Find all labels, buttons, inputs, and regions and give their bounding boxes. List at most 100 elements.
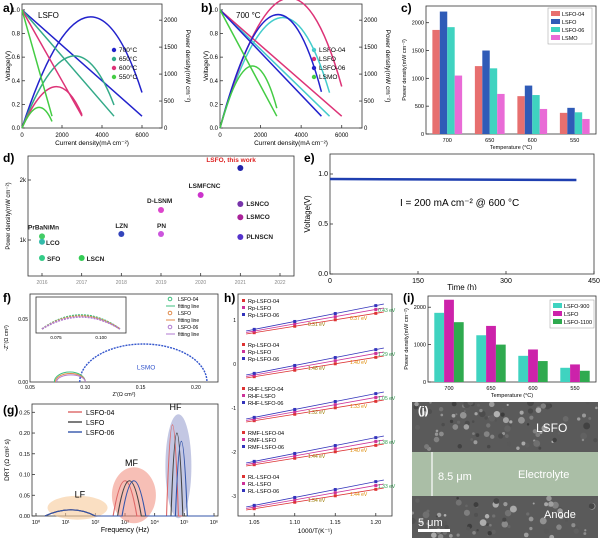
legend-entry-2: LSFO bbox=[178, 311, 191, 317]
legend-entry-1: 650°C bbox=[119, 55, 137, 63]
g4-pt-1-2 bbox=[333, 491, 337, 495]
sem-grain bbox=[435, 429, 439, 433]
g0-pt-0-3 bbox=[374, 311, 378, 315]
g2-label-2: RHF-LSFO-06 bbox=[248, 401, 283, 407]
panel-label: d) bbox=[3, 151, 14, 165]
g2-pt-0-2 bbox=[333, 406, 337, 410]
chart-c: c) 0 500 1000 1500 2000 700 650 600 550 Temperatur… bbox=[401, 1, 597, 151]
legend-swatch-0 bbox=[551, 11, 560, 16]
sem-grain bbox=[502, 417, 509, 424]
panel-label: (j) bbox=[418, 405, 429, 417]
sem-grain bbox=[419, 532, 426, 539]
legend-entry-1: LSFO bbox=[562, 20, 577, 26]
y-tick-label: 1.0 bbox=[210, 8, 219, 14]
x-tick-label: 0 bbox=[218, 133, 222, 139]
y-tick-label: 1.0 bbox=[318, 171, 328, 178]
sem-grain bbox=[507, 525, 511, 529]
g1-pt-2-3 bbox=[374, 348, 378, 352]
y-tick-label: 2k bbox=[20, 178, 27, 184]
legend-entry-1: fitting line bbox=[178, 304, 199, 310]
bar-3-3 bbox=[582, 118, 590, 134]
g1-pt-0-1 bbox=[293, 368, 297, 372]
y-tick-label: 1000 bbox=[414, 343, 426, 349]
sem-grain bbox=[527, 408, 534, 414]
g3-pt-0-2 bbox=[333, 450, 337, 454]
sem-grain bbox=[588, 416, 592, 420]
bar-1-1 bbox=[482, 50, 490, 134]
x-tick-label: 0.20 bbox=[191, 385, 201, 391]
drt-curve-2 bbox=[44, 441, 214, 517]
y-axis-label: DRT (Ω cm² s) bbox=[4, 439, 11, 481]
sem-grain bbox=[486, 444, 491, 449]
x-tick-label: 550 bbox=[570, 138, 579, 144]
x-tick-label: 1.20 bbox=[370, 520, 381, 526]
bar-1-0 bbox=[474, 66, 483, 134]
sem-grain bbox=[503, 501, 508, 507]
g1-pt-0-2 bbox=[333, 362, 337, 366]
point-label-11: LSCN bbox=[87, 256, 105, 263]
legend-marker-2 bbox=[311, 65, 317, 71]
region-label-lf: LF bbox=[75, 489, 86, 499]
g3-ea-1: 1.40 eV bbox=[350, 448, 368, 454]
x-tick-label: 2016 bbox=[36, 280, 47, 286]
y-tick-label: 0.8 bbox=[210, 32, 219, 38]
inset-frame bbox=[35, 296, 127, 334]
sem-grain bbox=[506, 441, 512, 447]
x-tick-label: 10³ bbox=[121, 520, 129, 526]
sem-grain bbox=[562, 415, 569, 422]
sem-grain bbox=[456, 496, 459, 500]
bar-2-1 bbox=[524, 85, 533, 134]
sem-grain bbox=[474, 412, 478, 416]
panel-label: c) bbox=[401, 1, 412, 15]
sem-grain bbox=[571, 523, 576, 528]
plot-frame bbox=[21, 3, 163, 129]
power-curve-1 bbox=[21, 55, 115, 129]
data-point-7 bbox=[118, 231, 125, 237]
point-label-0: LSFO, this work bbox=[206, 157, 256, 164]
sem-grain bbox=[532, 429, 538, 434]
g3-fit-2 bbox=[246, 435, 384, 464]
y-tick-label: 1000 bbox=[412, 76, 424, 82]
chart-d: d) 1k 2k 2016 2017 2018 2019 2020 2021 2022 Power … bbox=[3, 151, 295, 286]
plot-frame bbox=[329, 153, 595, 275]
data-point-4 bbox=[237, 234, 244, 240]
bar-0-1 bbox=[444, 299, 454, 382]
legend-entry-5: fitting line bbox=[178, 332, 199, 338]
panel-label: h) bbox=[224, 291, 235, 305]
x-tick-label: 650 bbox=[485, 138, 494, 144]
power-curve-2 bbox=[219, 13, 323, 129]
x-axis-label: Time (h) bbox=[447, 283, 477, 290]
chart-h: h)1.05 1.10 1.15 1.201000/T(K⁻¹)Rp-LSFO-04R… bbox=[224, 291, 396, 535]
g1-marker-0 bbox=[242, 343, 245, 346]
sem-grain bbox=[479, 432, 483, 436]
point-label-9: LCO bbox=[46, 240, 60, 247]
data-point-8 bbox=[39, 233, 45, 240]
x-tick-label: 1.05 bbox=[249, 520, 260, 526]
x-tick-label: 2022 bbox=[274, 280, 285, 286]
sem-grain bbox=[539, 517, 547, 525]
g1-pt-1-2 bbox=[333, 359, 337, 363]
g2-ea-2: 1.05 eV bbox=[378, 396, 396, 402]
sem-grain bbox=[438, 406, 444, 412]
g3-pt-0-1 bbox=[293, 456, 297, 460]
plot-frame bbox=[237, 293, 393, 517]
g3-pt-0-0 bbox=[252, 463, 256, 467]
legend-entry-0: 700°C bbox=[119, 46, 137, 54]
x-tick-label: 10⁴ bbox=[150, 519, 159, 526]
sem-grain bbox=[535, 432, 541, 438]
inset-x-label: 0.100 bbox=[95, 335, 107, 340]
sem-grain bbox=[489, 523, 492, 527]
voltage-line-1 bbox=[219, 9, 343, 117]
point-label-3: LSMCO bbox=[246, 214, 269, 221]
sem-grain bbox=[518, 416, 525, 424]
x-tick-label: 2021 bbox=[235, 280, 246, 286]
y-axis-label: Voltage(V) bbox=[203, 51, 210, 81]
g0-marker-1 bbox=[242, 306, 245, 309]
y-tick-label: -1 bbox=[232, 406, 237, 412]
sem-grain bbox=[548, 501, 554, 507]
sem-grain bbox=[435, 517, 443, 525]
inset-label: LSFO bbox=[38, 11, 59, 20]
sem-grain bbox=[448, 534, 453, 538]
sem-grain bbox=[498, 433, 504, 439]
y-axis-label: Power density(mW cm⁻²) bbox=[404, 308, 410, 370]
